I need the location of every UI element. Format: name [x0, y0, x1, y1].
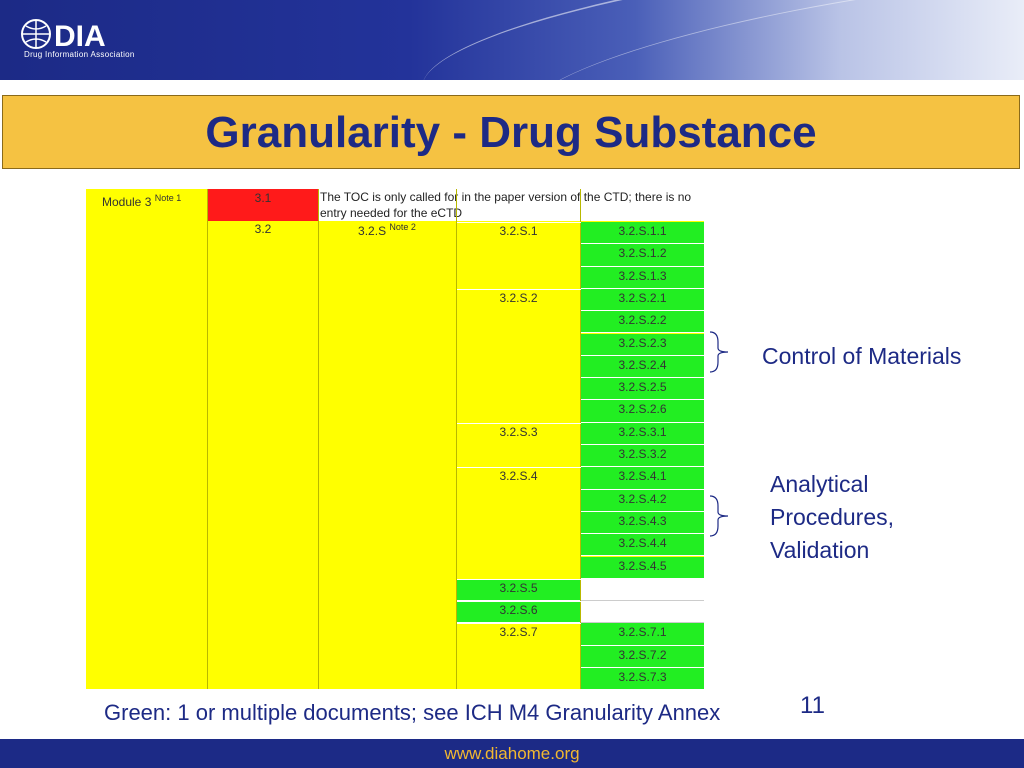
column-divider	[318, 189, 319, 689]
dia-logo-icon: DIA	[21, 19, 106, 53]
level3-cell: 3.2.S Note 2	[318, 222, 456, 242]
brace-icon	[709, 331, 729, 373]
section-divider	[457, 623, 704, 625]
subsection-cell: 3.2.S.4.2	[581, 489, 704, 512]
section-divider	[457, 467, 704, 469]
subsection-cell: 3.2.S.2.1	[581, 288, 704, 312]
level2-cell: 3.2	[254, 222, 272, 236]
page-number: 11	[800, 692, 825, 719]
module-cell: Module 3 Note 1	[86, 189, 207, 221]
subsection-cell: 3.2.S.1.2	[581, 244, 704, 267]
subsection-cell: 3.2.S.7.3	[581, 668, 704, 689]
subsection-cell: 3.2.S.2.5	[581, 378, 704, 401]
level3-label: 3.2.S	[358, 224, 387, 238]
footer-bar: www.diahome.org	[0, 737, 1024, 768]
subsection-cell: 3.2.S.2.6	[581, 400, 704, 423]
section-label-cell: 3.2.S.1	[499, 224, 538, 238]
section-divider	[457, 288, 704, 290]
subsection-cell: 3.2.S.7.1	[581, 623, 704, 646]
column-divider	[580, 189, 581, 689]
subsection-cell: 3.2.S.4.4	[581, 534, 704, 557]
empty-cell	[581, 601, 704, 624]
column-divider	[207, 189, 208, 689]
footer-url[interactable]: www.diahome.org	[444, 744, 580, 763]
subsection-cell: 3.2.S.4.1	[581, 467, 704, 490]
subsection-cell: 3.2.S.3.1	[581, 422, 704, 445]
header-banner: DIA Drug Information Association	[0, 0, 1024, 80]
subsection-cell: 3.2.S.2.2	[581, 311, 704, 334]
section-label-cell: 3.2.S.2	[499, 290, 538, 305]
section-label-cell: 3.2.S.5	[457, 578, 580, 602]
title-box: Granularity - Drug Substance	[2, 95, 1020, 169]
module-label: Module 3	[102, 195, 152, 209]
logo-subtitle: Drug Information Association	[24, 50, 135, 59]
subsection-cell: 3.2.S.1.3	[581, 266, 704, 289]
section-label-cell: 3.2.S.6	[457, 601, 580, 624]
analytical-label: Analytical Procedures, Validation	[770, 468, 894, 567]
logo-wordmark: DIA	[54, 20, 106, 53]
subsection-cell: 3.2.S.2.3	[581, 333, 704, 356]
subsection-cell: 3.2.S.2.4	[581, 355, 704, 379]
section-label-cell: 3.2.S.4	[499, 469, 538, 484]
slide-title: Granularity - Drug Substance	[205, 108, 817, 157]
section-label-cell: 3.2.S.3	[499, 424, 538, 439]
footnote: Green: 1 or multiple documents; see ICH …	[104, 700, 721, 725]
section-divider	[457, 222, 704, 223]
analytical-line: Validation	[770, 537, 870, 563]
granularity-table: Module 3 Note 1 3.1 The TOC is only call…	[86, 189, 704, 689]
section-label-cell: 3.2.S.7	[499, 625, 538, 640]
section-divider	[457, 578, 704, 580]
control-of-materials-label: Control of Materials	[762, 343, 962, 369]
module-note: Note 1	[154, 193, 182, 203]
level3-note: Note 2	[389, 222, 416, 232]
analytical-line: Procedures,	[770, 504, 895, 530]
analytical-line: Analytical	[770, 471, 869, 497]
toc-code-cell: 3.1	[208, 189, 318, 221]
empty-cell	[581, 578, 704, 602]
subsection-cell: 3.2.S.7.2	[581, 645, 704, 668]
subsection-cell: 3.2.S.3.2	[581, 445, 704, 468]
subsection-cell: 3.2.S.4.5	[581, 556, 704, 579]
column-divider	[456, 189, 457, 689]
section-divider	[457, 422, 704, 424]
subsection-cell: 3.2.S.4.3	[581, 511, 704, 535]
toc-note-cell: The TOC is only called for in the paper …	[318, 189, 704, 221]
section-divider	[457, 601, 704, 603]
subsection-cell: 3.2.S.1.1	[581, 222, 704, 245]
brace-icon	[709, 495, 729, 537]
